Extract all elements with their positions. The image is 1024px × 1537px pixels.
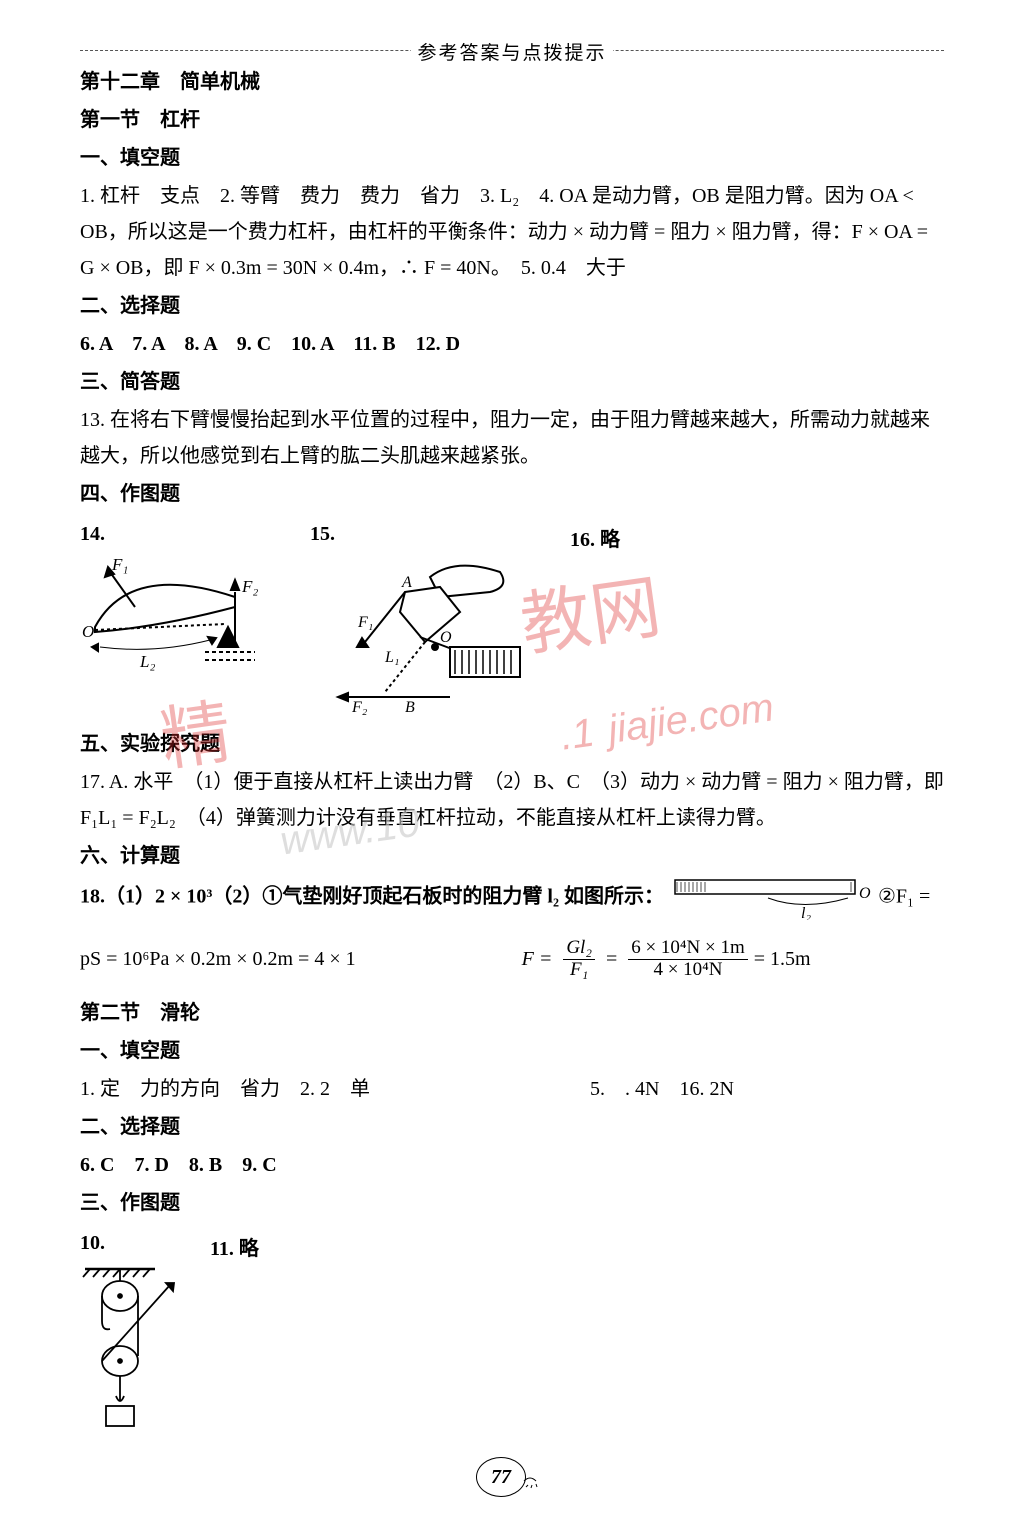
figure-label: 10. [80, 1232, 105, 1254]
subsection-heading: 二、选择题 [80, 1109, 944, 1145]
header-title: 参考答案与点拨提示 [411, 43, 612, 64]
q18-f1-text: ②F₁ = [878, 886, 930, 908]
subsection-heading: 三、作图题 [80, 1185, 944, 1221]
figure-label: 16. 略 [570, 529, 620, 551]
figure-label: 15. [310, 523, 335, 545]
subsection-heading: 一、填空题 [80, 140, 944, 176]
subsection-heading: 四、作图题 [80, 476, 944, 512]
fraction: 6 × 10⁴N × 1m 4 × 10⁴N [628, 938, 748, 981]
subsection-heading: 一、填空题 [80, 1033, 944, 1069]
l2-label: L₂ [139, 652, 155, 671]
l1-label: L₁ [384, 649, 399, 666]
answer-text: 13. 在将右下臂慢慢抬起到水平位置的过程中，阻力一定，由于阻力臂越来越大，所需… [80, 402, 944, 474]
q18-text: 18.（1）2 × 10³（2）①气垫刚好顶起石板时的阻力臂 l₂ 如图所示： [80, 886, 664, 908]
figure-label: 11. 略 [210, 1238, 259, 1260]
lever-diagram-icon: F₁ F₂ O L₂ [80, 552, 280, 682]
calc-result: = 1.5m [754, 941, 811, 977]
answer-text: 18.（1）2 × 10³（2）①气垫刚好顶起石板时的阻力臂 l₂ 如图所示： … [80, 876, 944, 920]
numerator: 6 × 10⁴N × 1m [628, 938, 748, 960]
section-title: 第二节 滑轮 [80, 995, 944, 1031]
o-label: O [82, 622, 94, 641]
subsection-heading: 六、计算题 [80, 838, 944, 874]
denominator: 4 × 10⁴N [628, 960, 748, 981]
page-content: 参考答案与点拨提示 第十二章 简单机械 第一节 杠杆 一、填空题 1. 杠杆 支… [0, 0, 1024, 1537]
figure-15: 15. [310, 516, 540, 722]
answer-text: 1. 杠杆 支点 2. 等臂 费力 费力 省力 3. L₂ 4. OA 是动力臂… [80, 178, 944, 286]
section-title: 第一节 杠杆 [80, 102, 944, 138]
figure-label: 14. [80, 523, 105, 545]
figure-row: 14. F₁ F₂ O [80, 516, 944, 722]
numerator: Gl₂ [563, 938, 595, 960]
page-header: 参考答案与点拨提示 [80, 50, 944, 52]
subsection-heading: 二、选择题 [80, 288, 944, 324]
fraction: Gl₂ F₁ [563, 938, 595, 981]
answer-text: 6. C 7. D 8. B 9. C [80, 1147, 944, 1183]
figure-14: 14. F₁ F₂ O [80, 516, 280, 682]
l2-beam-diagram-icon: l₂ O [673, 876, 873, 920]
subsection-heading: 五、实验探究题 [80, 726, 944, 762]
stapler-diagram-icon: A F₁ L₁ O F₂ B [310, 552, 540, 722]
figure-11: 11. 略 [210, 1225, 259, 1267]
pulley-diagram-icon [80, 1261, 180, 1441]
page-number-decoration-icon [522, 1473, 544, 1489]
f2-label: F₂ [241, 577, 258, 596]
b-label: B [405, 699, 415, 716]
o-label: O [859, 885, 871, 902]
answer-text: 6. A 7. A 8. A 9. C 10. A 11. B 12. D [80, 326, 944, 362]
figure-row: 10. [80, 1225, 944, 1441]
figure-10: 10. [80, 1225, 180, 1441]
f1-label: F₁ [357, 614, 373, 631]
f1-label: F₁ [111, 555, 128, 574]
f2-label: F₂ [351, 699, 368, 716]
page-number: 77 [80, 1457, 944, 1497]
o-label: O [440, 629, 452, 646]
chapter-title: 第十二章 简单机械 [80, 64, 944, 100]
a-label: A [401, 574, 412, 591]
answer-text: 1. 定 力的方向 省力 2. 2 单 5. . 4N 16. 2N [80, 1071, 944, 1107]
equals: = [601, 941, 622, 977]
subsection-heading: 三、简答题 [80, 364, 944, 400]
calc-var: F = [522, 941, 558, 977]
calculation-row: pS = 10⁶Pa × 0.2m × 0.2m = 4 × 1 F = Gl₂… [80, 938, 944, 981]
denominator: F₁ [563, 960, 595, 981]
figure-16: 16. 略 [570, 516, 620, 558]
answer-text: 17. A. 水平 （1）便于直接从杠杆上读出力臂 （2）B、C （3）动力 ×… [80, 764, 944, 836]
page-number-value: 77 [476, 1457, 526, 1497]
calc-left: pS = 10⁶Pa × 0.2m × 0.2m = 4 × 1 [80, 941, 356, 977]
l2-label: l₂ [801, 905, 811, 920]
